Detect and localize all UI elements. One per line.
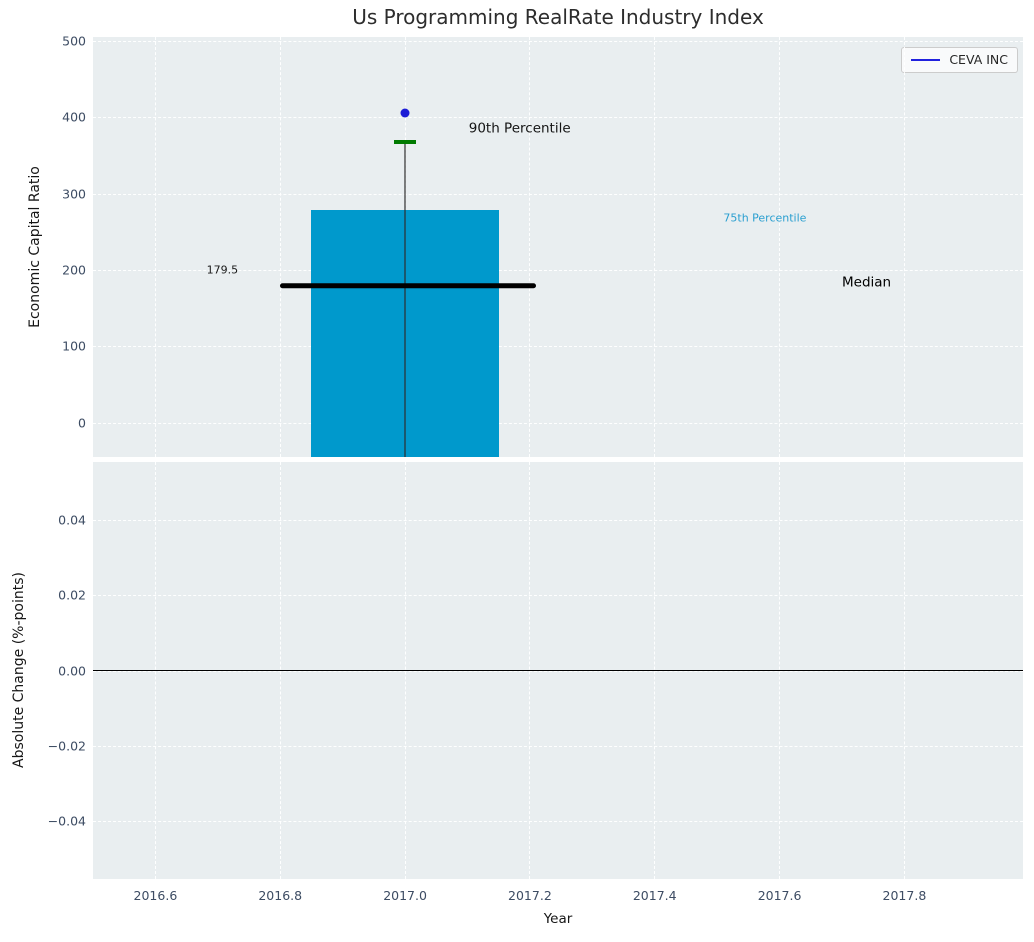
y-tick-label: −0.02 — [47, 738, 86, 754]
gridline-horizontal — [93, 820, 1023, 822]
y-tick-label: 0.04 — [58, 512, 86, 528]
median-line — [280, 282, 537, 289]
annotation: 90th Percentile — [468, 120, 571, 137]
whisker-line — [404, 141, 407, 457]
x-tick-label: 2017.0 — [383, 888, 427, 903]
legend-label: CEVA INC — [949, 52, 1008, 67]
p90-percentile-marker — [394, 140, 417, 144]
gridline-horizontal — [93, 745, 1023, 747]
gridline-vertical — [654, 37, 656, 457]
gridline-vertical — [279, 37, 281, 457]
gridline-horizontal — [93, 269, 1023, 271]
x-tick-label: 2017.2 — [508, 888, 552, 903]
y-tick-label: −0.04 — [47, 813, 86, 829]
axes-economic-capital-ratio: CEVA INC 179.5 90th Percentile 75th Percen… — [93, 37, 1023, 457]
y-tick-label: 0.00 — [58, 663, 86, 678]
gridline-vertical — [529, 37, 531, 457]
x-tick-label: 2017.8 — [882, 888, 927, 903]
zero-reference-line — [93, 669, 1023, 672]
gridline-horizontal — [93, 40, 1023, 42]
y-tick-label: 300 — [62, 186, 86, 202]
x-axis-label: Year — [543, 911, 573, 927]
annotation: 75th Percentile — [723, 211, 807, 225]
x-tick-label: 2016.8 — [258, 888, 303, 903]
gridline-horizontal — [93, 520, 1023, 522]
gridline-vertical — [903, 37, 905, 457]
x-tick-label: 2017.6 — [757, 888, 802, 903]
y-tick-label: 500 — [62, 33, 86, 49]
legend: CEVA INC — [901, 47, 1018, 73]
gridline-vertical — [154, 37, 156, 457]
gridline-horizontal — [93, 595, 1023, 597]
y-tick-label: 100 — [62, 338, 86, 354]
legend-line-sample — [911, 58, 941, 61]
y-tick-label: 0 — [78, 415, 86, 431]
company-point — [400, 108, 410, 118]
chart-title: Us Programming RealRate Industry Index — [352, 5, 764, 29]
annotation: 179.5 — [206, 263, 239, 277]
gridline-vertical — [779, 37, 781, 457]
y-tick-label: 400 — [62, 109, 86, 125]
gridline-horizontal — [93, 346, 1023, 348]
y-tick-label: 0.02 — [58, 587, 86, 603]
gridline-horizontal — [93, 193, 1023, 195]
y-tick-label: 200 — [62, 262, 86, 278]
gridline-horizontal — [93, 422, 1023, 424]
axes-absolute-change — [93, 462, 1023, 879]
x-tick-label: 2016.6 — [133, 888, 178, 903]
x-tick-label: 2017.4 — [632, 888, 677, 903]
gridline-horizontal — [93, 117, 1023, 119]
annotation: Median — [841, 274, 892, 291]
